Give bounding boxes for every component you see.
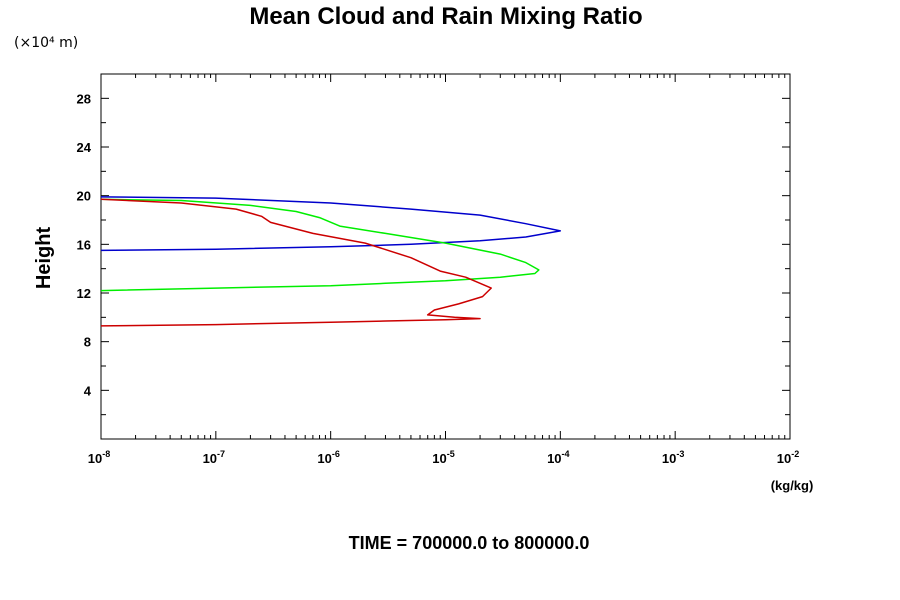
y-tick-label: 20: [77, 189, 91, 204]
y-tick-label: 12: [77, 286, 91, 301]
x-tick-label: 10-6: [317, 449, 339, 466]
x-axis: 10-8 10-7 10-6 10-5 10-4 10-3 10-2: [88, 74, 799, 466]
series-layer: [100, 196, 562, 327]
y-scale-label: (×10⁴ m): [14, 35, 78, 51]
x-tick-label: 10-4: [547, 449, 569, 466]
x-tick-label: 10-8: [88, 449, 110, 466]
y-tick-label: 16: [77, 237, 91, 252]
series-line-1: [100, 196, 562, 252]
y-axis: 4 8 12 16 20 24 28: [77, 91, 790, 416]
x-tick-label: 10-7: [203, 449, 225, 466]
y-tick-label: 24: [77, 140, 92, 155]
series-line-2: [100, 198, 540, 292]
y-tick-label: 8: [84, 335, 91, 350]
y-axis-label: Height: [33, 227, 55, 290]
x-tick-label: 10-5: [432, 449, 454, 466]
x-units-label: (kg/kg): [771, 478, 814, 493]
time-range-label: TIME = 700000.0 to 800000.0: [349, 533, 590, 553]
x-tick-label: 10-3: [662, 449, 684, 466]
x-tick-label: 10-2: [777, 449, 799, 466]
plot-frame: [100, 73, 791, 440]
y-tick-label: 4: [84, 383, 92, 398]
series-line-3: [100, 198, 492, 327]
chart-title: Mean Cloud and Rain Mixing Ratio: [249, 3, 642, 30]
y-tick-label: 28: [77, 91, 91, 106]
